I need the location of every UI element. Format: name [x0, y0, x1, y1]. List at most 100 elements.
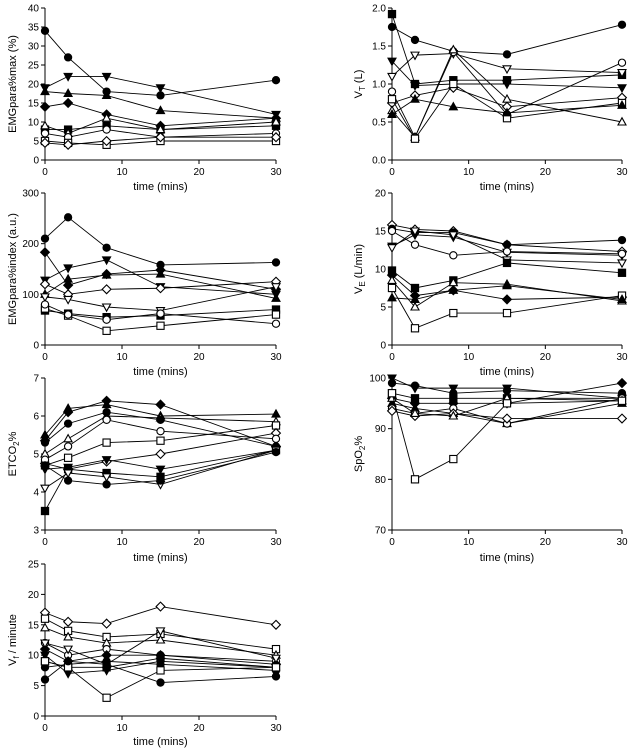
data-point — [155, 105, 166, 115]
data-point — [410, 381, 420, 390]
x-tick-label: 30 — [270, 537, 282, 548]
data-point — [448, 410, 459, 420]
data-point — [387, 378, 397, 388]
y-axis-label-rest: (L/min) — [353, 244, 365, 281]
data-point — [387, 95, 397, 104]
data-point — [40, 506, 50, 516]
data-point — [271, 672, 281, 681]
data-point — [101, 303, 112, 313]
data-point — [40, 639, 50, 649]
data-point — [63, 53, 73, 62]
data-point — [63, 88, 74, 98]
data-point — [502, 247, 512, 256]
x-tick-label: 20 — [540, 352, 552, 363]
y-tick-label: 5 — [33, 681, 39, 692]
data-point — [410, 240, 420, 249]
x-tick-label: 20 — [193, 537, 205, 548]
data-point — [156, 415, 165, 424]
y-tick-label: 0 — [33, 712, 39, 723]
data-point — [40, 461, 50, 470]
data-point — [101, 456, 112, 466]
data-point — [502, 399, 512, 408]
series-S5 — [39, 276, 282, 300]
y-tick-label: 10 — [28, 651, 40, 662]
data-point — [410, 81, 420, 91]
data-point — [156, 476, 165, 485]
y-axis-label: EMGpara%index (a.u.) — [7, 213, 19, 325]
data-point — [502, 50, 512, 59]
data-point — [502, 280, 512, 290]
data-point — [387, 57, 397, 67]
data-point — [62, 616, 74, 627]
data-point — [40, 438, 50, 447]
data-point — [616, 377, 628, 389]
data-point — [410, 324, 420, 333]
data-point — [617, 69, 627, 78]
y-axis-label-subscript: T — [358, 86, 367, 91]
data-point — [410, 134, 420, 143]
data-point — [448, 231, 459, 241]
y-tick-label: 4 — [33, 488, 39, 499]
data-point — [501, 413, 513, 424]
data-point — [63, 419, 73, 428]
data-point — [156, 321, 165, 330]
y-tick-label: 7 — [33, 374, 39, 385]
y-tick-label: 5 — [380, 303, 386, 314]
data-point — [63, 669, 74, 679]
x-axis-label: time (mins) — [480, 366, 534, 378]
y-tick-label: 100 — [22, 290, 39, 301]
data-point — [271, 408, 281, 418]
data-point — [410, 93, 420, 103]
y-tick-label: 10 — [375, 265, 387, 276]
data-point — [156, 666, 165, 675]
data-point — [102, 326, 111, 335]
data-point — [271, 663, 281, 672]
y-tick-label: 25 — [28, 61, 40, 72]
x-tick-label: 0 — [42, 723, 48, 734]
x-tick-label: 0 — [42, 537, 48, 548]
data-point — [155, 399, 166, 410]
data-point — [617, 20, 627, 29]
data-point — [102, 408, 111, 417]
data-point — [102, 415, 111, 424]
data-point — [101, 112, 112, 122]
data-point — [40, 234, 50, 243]
x-tick-label: 10 — [116, 167, 128, 178]
data-point — [271, 293, 281, 302]
x-tick-label: 10 — [463, 537, 475, 548]
x-tick-label: 30 — [270, 723, 282, 734]
data-point — [271, 258, 281, 267]
data-point — [387, 283, 397, 293]
data-point — [156, 678, 165, 687]
data-point — [156, 309, 165, 318]
y-axis-label-rest: / minute — [7, 614, 19, 656]
series-S9 — [40, 300, 281, 328]
y-axis-label: SpO2% — [353, 436, 367, 472]
series-line — [391, 24, 623, 55]
data-point — [40, 614, 50, 623]
series-S11 — [40, 447, 281, 489]
series-S3 — [40, 86, 281, 122]
y-axis-label-rest: % — [353, 436, 365, 446]
data-point — [410, 51, 420, 61]
series-S10 — [387, 280, 627, 303]
x-tick-label: 10 — [463, 167, 475, 178]
data-point — [155, 627, 166, 637]
data-point — [617, 268, 627, 277]
x-axis-label: time (mins) — [133, 552, 187, 564]
series-S9 — [387, 93, 627, 118]
x-tick-label: 30 — [270, 352, 282, 363]
y-tick-label: 20 — [375, 189, 387, 200]
chart-emg_index: 0 100 200 300 0 10 20 30 time (mins) EMGpara%inde… — [7, 189, 282, 379]
data-point — [448, 44, 459, 54]
data-point — [410, 408, 420, 418]
data-point — [101, 269, 112, 279]
y-tick-label: 3 — [33, 526, 39, 537]
data-point — [387, 22, 397, 32]
data-point — [155, 448, 166, 460]
y-tick-label: 80 — [375, 475, 387, 486]
y-axis-label-main: V — [7, 658, 19, 666]
x-axis-label: time (mins) — [133, 181, 187, 193]
y-axis-label-subscript: f — [12, 656, 21, 659]
series-line — [44, 216, 277, 266]
